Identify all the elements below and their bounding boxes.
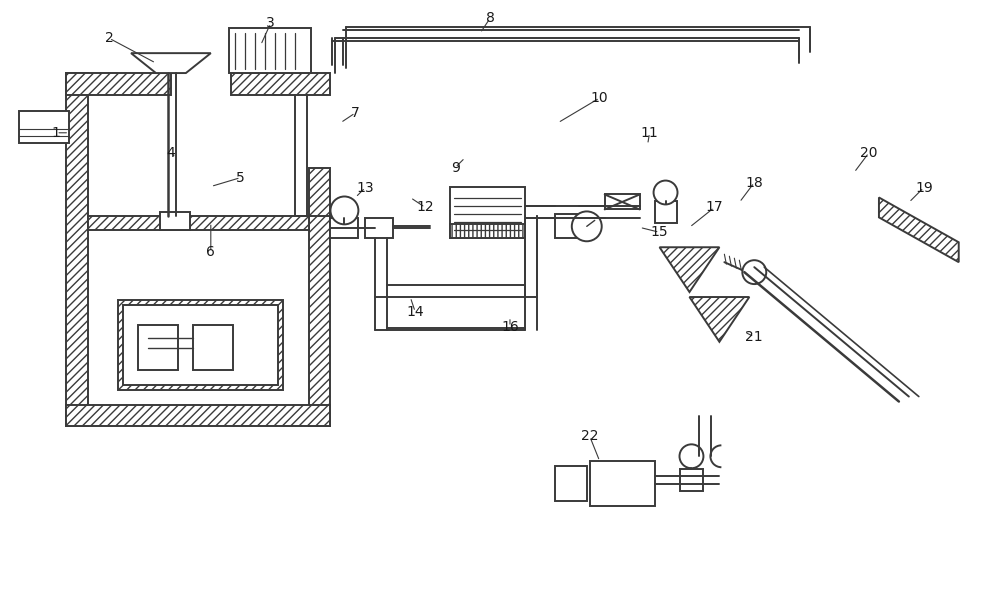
Bar: [118, 300, 283, 389]
Text: 8: 8: [486, 11, 494, 25]
Bar: [193, 325, 233, 370]
Text: 2: 2: [105, 31, 113, 45]
Text: 14: 14: [406, 305, 424, 319]
Bar: [655, 202, 677, 223]
Text: 3: 3: [266, 16, 275, 30]
Polygon shape: [131, 53, 211, 73]
Bar: [590, 461, 655, 506]
Bar: [555, 214, 579, 238]
Bar: [330, 219, 358, 238]
Polygon shape: [660, 247, 719, 292]
Text: 21: 21: [745, 330, 763, 344]
Text: 11: 11: [641, 126, 658, 140]
Text: 16: 16: [501, 320, 519, 334]
Bar: [450, 225, 525, 238]
Text: 4: 4: [167, 146, 175, 160]
Bar: [229, 28, 311, 73]
Circle shape: [330, 196, 358, 225]
Bar: [450, 187, 525, 238]
Circle shape: [742, 260, 766, 284]
Text: 15: 15: [651, 225, 668, 240]
Bar: [231, 73, 330, 95]
Text: 1: 1: [52, 126, 61, 140]
Text: 7: 7: [351, 106, 360, 120]
Text: 18: 18: [745, 176, 763, 190]
Polygon shape: [605, 194, 640, 209]
Circle shape: [680, 444, 703, 468]
Text: 10: 10: [591, 91, 609, 105]
Bar: [309, 167, 330, 426]
Polygon shape: [879, 197, 959, 262]
Text: 12: 12: [416, 200, 434, 214]
Circle shape: [572, 211, 602, 241]
Text: 19: 19: [915, 181, 933, 194]
Text: 20: 20: [860, 146, 878, 160]
Circle shape: [654, 181, 678, 205]
Bar: [138, 325, 178, 370]
Bar: [66, 73, 171, 95]
Bar: [365, 219, 393, 238]
Bar: [680, 469, 703, 491]
Bar: [66, 405, 330, 426]
Text: 22: 22: [581, 429, 598, 443]
Text: 6: 6: [206, 245, 215, 259]
Polygon shape: [689, 297, 749, 342]
Bar: [66, 73, 88, 426]
Bar: [88, 216, 309, 231]
Text: 13: 13: [357, 181, 374, 194]
Text: 9: 9: [451, 161, 460, 175]
Bar: [123, 305, 278, 385]
Bar: [555, 466, 587, 501]
Bar: [160, 213, 190, 231]
Text: 17: 17: [706, 200, 723, 214]
Text: 5: 5: [236, 170, 245, 185]
Bar: [19, 111, 69, 143]
